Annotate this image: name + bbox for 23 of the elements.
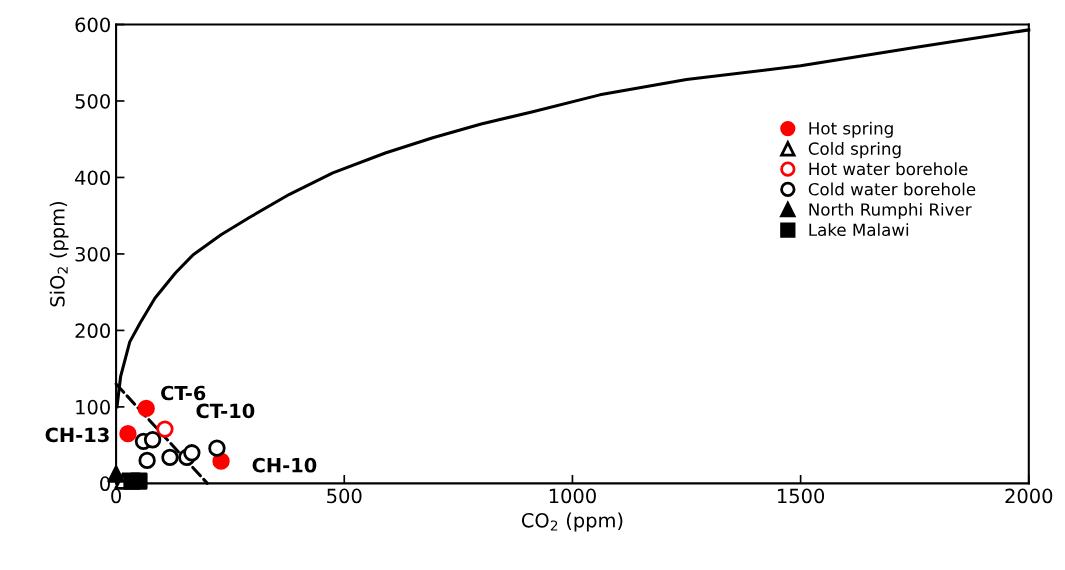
legend-label: Cold water borehole: [808, 182, 976, 196]
x-axis-title: CO$_{2}$ (ppm): [521, 512, 623, 532]
legend-label: Cold spring: [808, 142, 901, 159]
y-tick-label: 600: [75, 17, 110, 33]
x-tick-label: 0: [111, 488, 121, 504]
y-tick-label: 400: [75, 170, 110, 186]
y-axis-title: SiO$_{2}$ (ppm): [49, 201, 69, 307]
legend-label: Lake Malawi: [809, 223, 909, 237]
legend-label: North Rumphi River: [809, 202, 972, 220]
x-tick-label: 1500: [778, 488, 825, 504]
legend-label: Hot water borehole: [809, 162, 968, 176]
annotation: CT-6: [161, 385, 206, 401]
annotation: CT-10: [196, 403, 255, 419]
y-tick-label: 500: [75, 93, 110, 109]
annotation: CH-10: [252, 457, 317, 473]
y-tick-label: 300: [75, 246, 110, 262]
y-tick-label: 100: [76, 399, 110, 415]
x-tick-label: 1000: [549, 488, 596, 504]
y-tick-label: 200: [75, 323, 110, 339]
x-tick-label: 500: [327, 488, 362, 504]
legend-label: Hot spring: [809, 121, 893, 138]
x-tick-label: 2000: [1005, 488, 1053, 504]
annotation: CH-13: [45, 427, 109, 443]
